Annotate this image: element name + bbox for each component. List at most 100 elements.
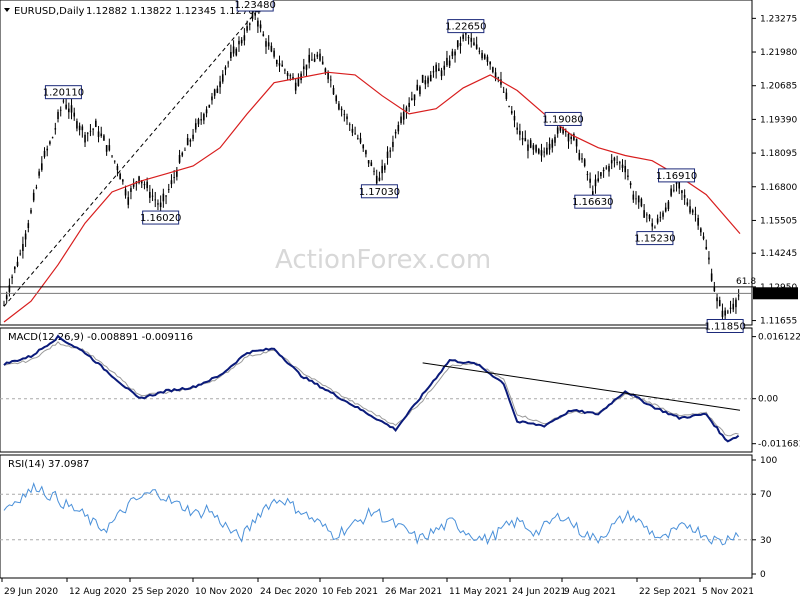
- candle-body: [92, 128, 94, 130]
- candle-body: [562, 127, 564, 134]
- macd-layer: [0, 334, 752, 443]
- dashed-trendline: [3, 12, 256, 307]
- candle-body: [359, 138, 362, 143]
- candle-body: [203, 113, 205, 121]
- candle-body: [51, 137, 54, 139]
- candle-body: [408, 102, 410, 107]
- candle-body: [227, 62, 229, 64]
- candle-body: [640, 198, 643, 207]
- macd-panel: [0, 327, 753, 453]
- candle-body: [357, 137, 359, 139]
- candle-body: [543, 151, 545, 153]
- candle-body: [454, 51, 456, 56]
- candle-body: [86, 132, 89, 134]
- candle-body: [186, 137, 189, 146]
- candle-body: [149, 191, 151, 198]
- candle-body: [346, 116, 348, 120]
- candle-body: [664, 207, 667, 212]
- axis-layer: 1.23275 1.21980 1.20685 1.19390 1.18095 1.168…: [1, 14, 800, 597]
- candle-body: [248, 23, 251, 25]
- candle-body: [727, 311, 729, 313]
- candle-body: [721, 310, 724, 317]
- sma-line: [3, 71, 741, 323]
- candle-body: [100, 133, 103, 137]
- date-label: 10 Nov 2020: [195, 587, 253, 597]
- candle-body: [265, 41, 267, 47]
- candle-body: [54, 128, 57, 130]
- candle-body: [373, 170, 375, 172]
- candle-body: [702, 236, 705, 239]
- candle-body: [551, 139, 554, 148]
- candle-body: [140, 180, 143, 184]
- candle-body: [654, 227, 656, 229]
- candle-body: [397, 124, 400, 132]
- candle-body: [221, 74, 224, 82]
- candle-body: [713, 287, 716, 292]
- candle-body: [327, 72, 329, 80]
- candle-body: [189, 139, 192, 142]
- macd-line: [3, 334, 740, 443]
- candle-body: [78, 125, 81, 131]
- candle-body: [656, 218, 659, 223]
- candle-body: [108, 145, 111, 151]
- candle-body: [651, 223, 654, 227]
- candle-body: [440, 70, 443, 77]
- header-ohlc: 1.12882 1.13822 1.12345 1.12704: [86, 6, 261, 17]
- candle-body: [340, 108, 343, 111]
- price-tick-label: 1.20685: [760, 82, 797, 92]
- macd-tick-label: 0.016122: [758, 333, 800, 343]
- macd-tick-label: 0.00: [758, 395, 778, 405]
- candle-body: [103, 135, 105, 141]
- candle-body: [492, 67, 494, 73]
- candle-body: [165, 195, 167, 197]
- candle-body: [613, 157, 616, 161]
- date-label: 10 Feb 2021: [322, 587, 378, 597]
- candle-body: [554, 136, 556, 143]
- price-tick-label: 1.16800: [760, 183, 797, 193]
- candle-body: [154, 199, 157, 201]
- candle-body: [316, 54, 319, 57]
- candle-body: [162, 193, 165, 202]
- candle-body: [537, 148, 540, 154]
- rsi-tick-label: 100: [760, 456, 777, 466]
- candle-body: [432, 71, 435, 73]
- candle-body: [716, 297, 718, 302]
- swing-label: 1.15230: [634, 234, 675, 245]
- candle-body: [411, 98, 413, 100]
- candle-body: [489, 61, 491, 65]
- candle-body: [475, 44, 478, 49]
- candle-body: [238, 40, 240, 45]
- candle-body: [284, 69, 286, 71]
- candle-body: [386, 151, 389, 158]
- candle-body: [32, 192, 35, 201]
- candle-body: [705, 246, 708, 250]
- candle-body: [483, 54, 486, 59]
- candle-body: [348, 124, 351, 126]
- candle-body: [308, 54, 311, 63]
- candle-body: [381, 165, 383, 174]
- candle-body: [378, 177, 381, 181]
- candle-body: [343, 113, 346, 115]
- candle-body: [446, 57, 448, 66]
- candle-body: [370, 162, 373, 166]
- candle-body: [389, 150, 392, 152]
- candle-body: [594, 179, 597, 187]
- candle-body: [278, 63, 281, 66]
- candle-body: [592, 191, 594, 198]
- candle-body: [575, 139, 578, 147]
- swing-label: 1.19080: [542, 114, 583, 125]
- swing-label-box: [706, 318, 744, 333]
- candle-body: [635, 198, 637, 200]
- candle-body: [732, 303, 735, 310]
- rsi-layer: [0, 482, 752, 546]
- candle-body: [686, 202, 689, 205]
- candle-body: [586, 174, 589, 176]
- candle-body: [305, 64, 308, 70]
- price-tick-label: 1.11655: [760, 317, 797, 327]
- candle-body: [132, 183, 135, 187]
- candle-body: [500, 79, 502, 85]
- candle-body: [338, 103, 340, 110]
- candle-body: [421, 74, 424, 83]
- collapse-triangle-icon[interactable]: [4, 8, 10, 12]
- candle-body: [367, 160, 370, 164]
